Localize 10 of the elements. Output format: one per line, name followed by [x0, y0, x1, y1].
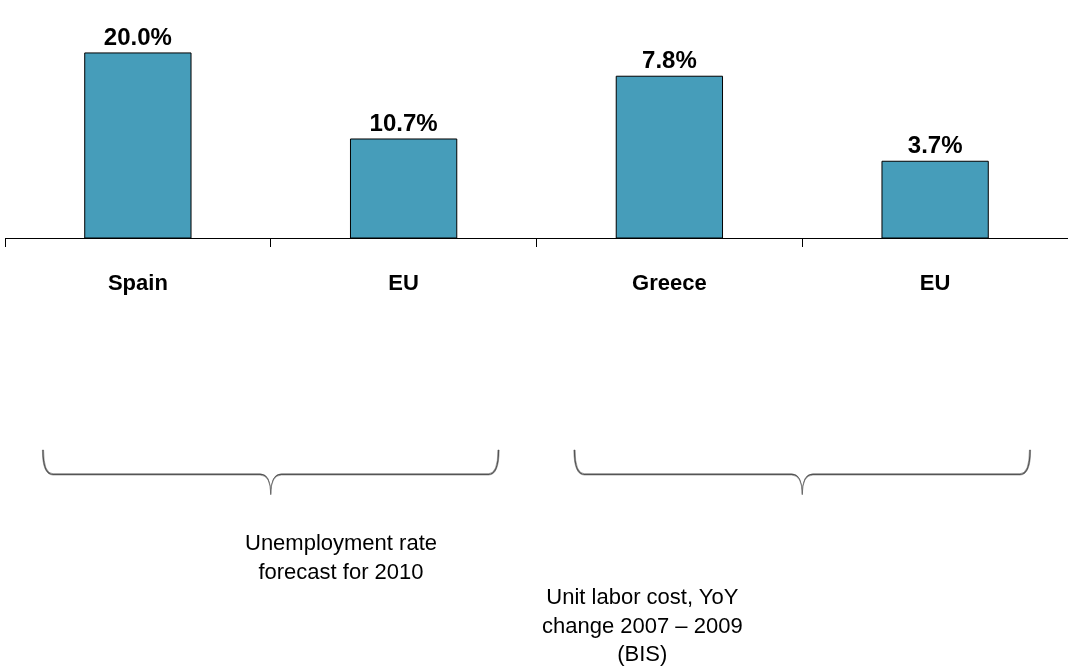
text: Unemployment rate forecast for 2010: [245, 530, 437, 584]
data-label: 3.7%: [907, 131, 963, 159]
data-label: 20.0%: [103, 22, 172, 50]
data-label: 7.8%: [642, 46, 697, 74]
data-label: 10.7%: [369, 108, 438, 136]
text: Unit labor cost, YoY change 2007 – 2009 (BIS): [542, 584, 743, 667]
x-tick-label: Greece: [632, 270, 707, 296]
x-tick-label: EU: [919, 270, 951, 296]
x-tick-label: Spain: [107, 270, 168, 296]
x-tick-label: EU: [388, 270, 419, 296]
